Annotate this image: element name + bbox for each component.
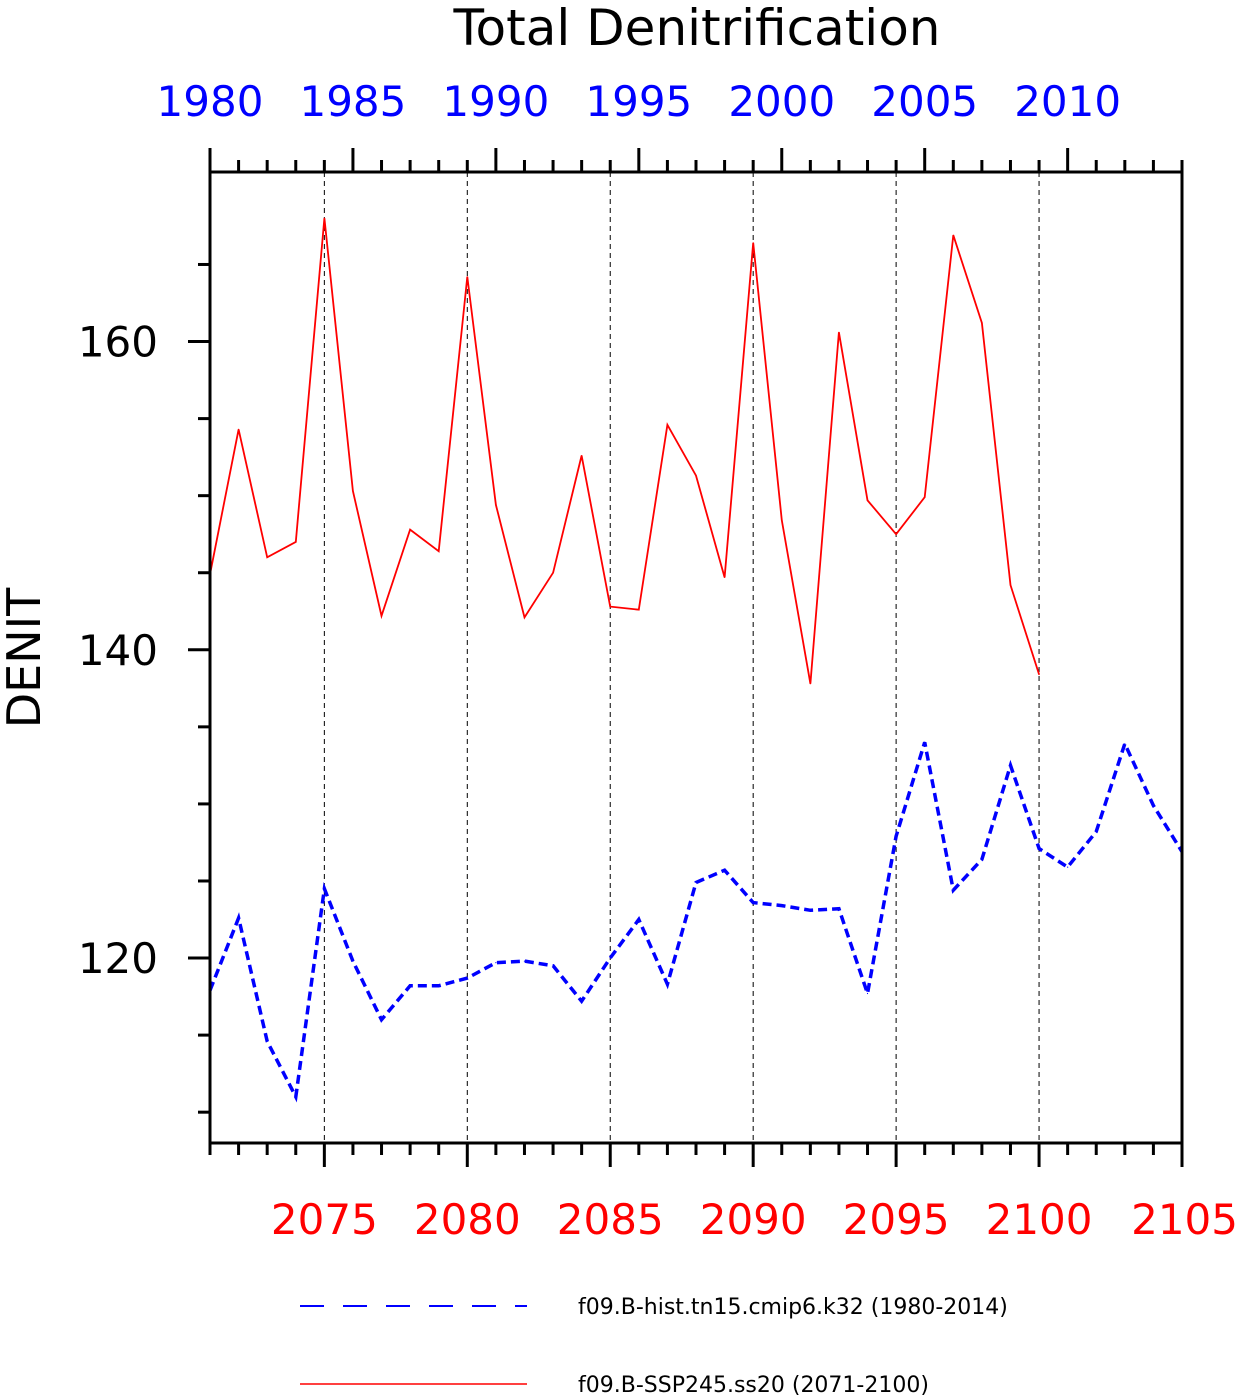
series-0-point-13 — [581, 1000, 583, 1002]
series-layer — [208, 217, 1184, 1103]
series-0-point-19 — [752, 901, 754, 904]
vertical-gridlines — [323, 172, 1040, 1143]
series-1-point-11 — [523, 616, 526, 619]
series-0-point-20 — [781, 905, 783, 907]
series-0-point-5 — [352, 960, 354, 962]
legend-label-1: f09.B-SSP245.ss20 (2071-2100) — [578, 1373, 929, 1398]
series-1-point-13 — [581, 454, 583, 457]
series-1-point-28 — [1009, 584, 1012, 586]
series-0-point-6 — [380, 1019, 383, 1021]
top-tick-label-3: 1995 — [585, 77, 692, 126]
series-0-point-7 — [409, 985, 411, 987]
bottom-tick-label-4: 2095 — [843, 1195, 950, 1244]
series-0-point-21 — [809, 909, 811, 911]
y-tick-label-2: 160 — [78, 318, 158, 367]
axis-ticks — [188, 148, 1184, 1167]
series-1-point-14 — [609, 606, 611, 608]
top-x-tick-labels: 1980 1985 1990 1995 2000 2005 2010 — [157, 77, 1122, 126]
series-1-point-24 — [895, 533, 897, 535]
series-0-point-15 — [638, 918, 640, 921]
series-0-point-24 — [895, 835, 897, 837]
series-0-point-23 — [866, 992, 869, 995]
series-1-point-19 — [752, 242, 754, 244]
series-0-point-27 — [981, 858, 983, 861]
series-1-point-2 — [266, 556, 268, 558]
top-tick-label-0: 1980 — [157, 77, 264, 126]
y-tick-label-1: 140 — [78, 626, 158, 675]
series-0-point-22 — [838, 908, 840, 910]
series-1-point-3 — [295, 541, 297, 543]
top-tick-label-6: 2010 — [1014, 77, 1121, 126]
series-1-point-8 — [438, 550, 440, 552]
series-1-point-20 — [781, 519, 783, 521]
series-1-point-16 — [666, 424, 669, 426]
series-0-point-25 — [924, 741, 926, 743]
legend-label-0: f09.B-hist.tn15.cmip6.k32 (1980-2014) — [578, 1295, 1008, 1320]
bottom-tick-label-1: 2080 — [414, 1195, 521, 1244]
series-0-point-18 — [723, 869, 726, 871]
legend: f09.B-hist.tn15.cmip6.k32 (1980-2014) f09… — [300, 1295, 1008, 1398]
bottom-tick-label-0: 2075 — [271, 1195, 378, 1244]
series-0-point-1 — [237, 917, 240, 919]
series-1-point-9 — [466, 276, 468, 278]
series-1-point-29 — [1038, 673, 1040, 676]
bottom-tick-label-6: 2105 — [1131, 1195, 1238, 1244]
series-1-point-22 — [838, 331, 840, 333]
series-0-point-11 — [523, 960, 526, 962]
series-0-point-12 — [552, 965, 554, 967]
series-line-0 — [208, 739, 1184, 1103]
chart-title: Total Denitrification — [453, 0, 941, 57]
series-0-point-17 — [695, 881, 697, 884]
series-0-point-33 — [1152, 804, 1155, 807]
series-0-point-16 — [666, 983, 669, 985]
series-line-1 — [209, 218, 1040, 684]
series-0-point-26 — [952, 889, 954, 891]
series-1-point-26 — [952, 234, 954, 236]
y-axis-label: DENIT — [0, 587, 51, 728]
series-1-point-5 — [352, 490, 354, 492]
series-0-point-28 — [1009, 764, 1012, 766]
bottom-tick-label-2: 2085 — [557, 1195, 664, 1244]
series-1-point-4 — [323, 217, 325, 219]
series-0-point-10 — [495, 962, 497, 964]
bottom-tick-label-5: 2100 — [986, 1195, 1093, 1244]
series-0-point-14 — [609, 957, 611, 959]
series-1-point-12 — [552, 572, 554, 574]
series-1-point-17 — [695, 475, 697, 477]
bottom-tick-label-3: 2090 — [700, 1195, 807, 1244]
top-tick-label-1: 1985 — [299, 77, 406, 126]
plot-frame — [208, 170, 1184, 1145]
series-1-point-25 — [924, 496, 926, 498]
y-tick-label-0: 120 — [78, 934, 158, 983]
series-0-point-9 — [466, 977, 468, 979]
series-1-point-27 — [981, 322, 983, 324]
bottom-x-tick-labels: 2075 2080 2085 2090 2095 2100 2105 — [271, 1195, 1238, 1244]
series-1-point-1 — [237, 428, 240, 430]
series-0-point-4 — [323, 888, 325, 890]
series-0-point-3 — [295, 1096, 297, 1098]
y-tick-labels: 120 140 160 — [78, 318, 158, 984]
top-tick-label-4: 2000 — [728, 77, 835, 126]
series-1-point-18 — [723, 576, 726, 578]
top-tick-label-5: 2005 — [871, 77, 978, 126]
series-1-point-15 — [638, 609, 640, 611]
series-1-point-23 — [866, 499, 869, 501]
top-tick-label-2: 1990 — [442, 77, 549, 126]
series-1-point-7 — [409, 528, 411, 531]
series-0-point-29 — [1038, 848, 1040, 850]
series-0-point-2 — [266, 1040, 268, 1042]
series-0-point-30 — [1067, 866, 1069, 868]
series-1-point-21 — [809, 683, 811, 685]
series-0-point-32 — [1124, 743, 1126, 745]
series-1-point-6 — [380, 615, 383, 617]
series-0-point-31 — [1095, 831, 1097, 833]
series-1-point-10 — [495, 504, 497, 506]
series-0-point-8 — [438, 985, 440, 987]
